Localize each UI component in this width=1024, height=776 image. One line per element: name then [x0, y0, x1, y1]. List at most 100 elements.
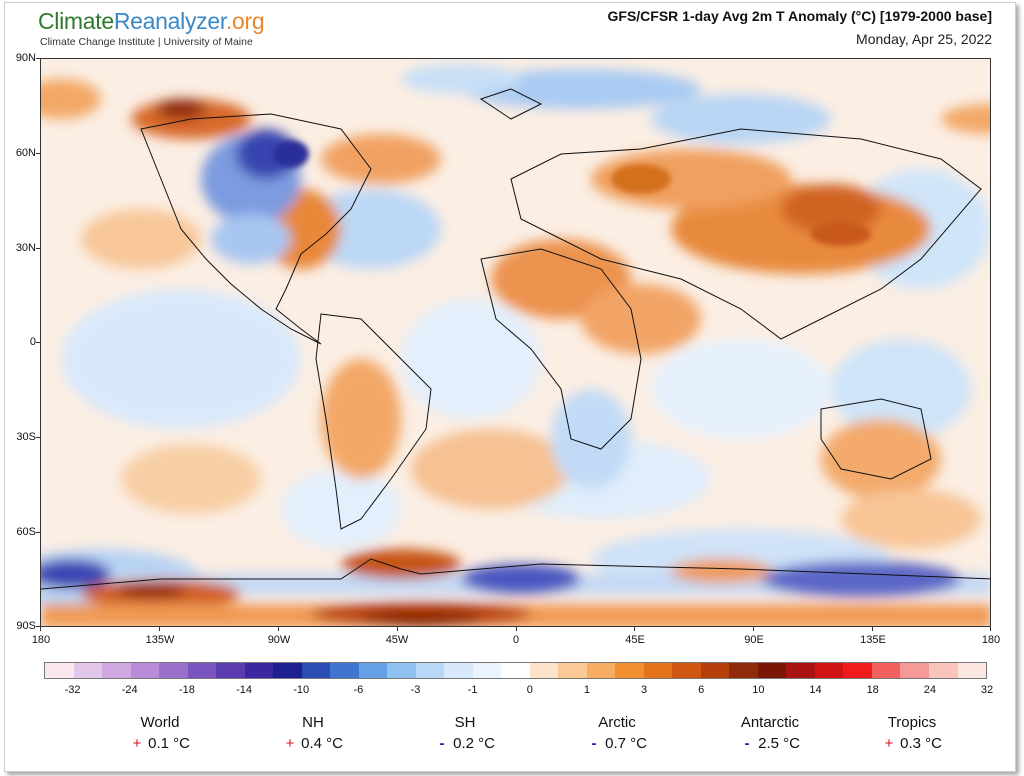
lat-tick — [36, 626, 40, 627]
colorbar-cell — [643, 663, 673, 678]
colorbar-tick-label: -6 — [353, 684, 364, 696]
colorbar-cell — [529, 663, 559, 678]
lon-tick — [634, 627, 635, 631]
colorbar-cell — [700, 663, 730, 678]
stat-arctic: Arctic - 0.7 °C — [547, 714, 687, 752]
lon-label-90w: 90W — [267, 634, 291, 646]
colorbar-cell — [358, 663, 388, 678]
lat-label-90s: 90S — [16, 620, 36, 632]
colorbar-cell — [757, 663, 787, 678]
lon-label-180e: 180 — [981, 634, 1001, 646]
anomaly-field — [41, 64, 990, 626]
colorbar-cell — [558, 663, 587, 678]
colorbar-tick-label: 14 — [809, 684, 822, 696]
lat-label-60s: 60S — [16, 526, 36, 538]
colorbar-cell — [187, 663, 217, 678]
lon-label-135e: 135E — [860, 634, 886, 646]
lat-tick — [36, 248, 40, 249]
lat-tick — [36, 437, 40, 438]
lon-label-45e: 45E — [625, 634, 645, 646]
colorbar-cell — [330, 663, 359, 678]
colorbar-tick-label: 32 — [980, 684, 994, 696]
colorbar-cell — [615, 663, 644, 678]
stat-value: 2.5 °C — [758, 735, 801, 752]
stat-tropics: Tropics + 0.3 °C — [842, 714, 982, 752]
colorbar-cell — [159, 663, 188, 678]
stat-world: World + 0.1 °C — [90, 714, 230, 752]
lon-tick — [397, 627, 398, 631]
colorbar-tick-label: -32 — [64, 684, 81, 696]
stat-value: 0.4 °C — [301, 735, 344, 752]
colorbar-tick-label: 1 — [583, 684, 590, 696]
colorbar-tick-label: 3 — [641, 684, 648, 696]
colorbar-tick-label: 18 — [866, 684, 879, 696]
colorbar-tick-label: 10 — [752, 684, 765, 696]
stat-sign: + — [132, 735, 142, 752]
colorbar-cell — [928, 663, 958, 678]
colorbar-tick-label: -14 — [236, 684, 252, 696]
logo-text-climate: Climate — [38, 8, 114, 34]
colorbar-cell — [387, 663, 416, 678]
stat-sign: - — [439, 735, 445, 752]
lat-label-0: 0 — [29, 336, 36, 348]
colorbar-tick-label: -3 — [410, 684, 421, 696]
colorbar-tick-label: 6 — [698, 684, 705, 696]
stat-sh: SH - 0.2 °C — [395, 714, 535, 752]
stat-name: NH — [302, 714, 324, 731]
lon-label-135w: 135W — [145, 634, 175, 646]
colorbar-cell — [130, 663, 160, 678]
lon-label-180w: 180 — [31, 634, 51, 646]
stat-value: 0.3 °C — [900, 735, 943, 752]
lat-tick — [36, 532, 40, 533]
colorbar-tick-label: 0 — [526, 684, 533, 696]
colorbar-cell — [444, 663, 473, 678]
colorbar-cell — [843, 663, 872, 678]
stat-sign: - — [744, 735, 750, 752]
temperature-anomaly-map — [40, 58, 991, 627]
colorbar-tick-label: -18 — [178, 684, 195, 696]
stat-name: SH — [454, 714, 476, 731]
colorbar-cell — [729, 663, 758, 678]
lon-label-90e: 90E — [744, 634, 764, 646]
colorbar-cell — [73, 663, 103, 678]
stat-sign: + — [285, 735, 295, 752]
colorbar-cell — [472, 663, 502, 678]
lat-tick — [36, 342, 40, 343]
lon-tick — [516, 627, 517, 631]
stat-name: World — [140, 714, 180, 731]
lat-tick — [36, 58, 40, 59]
colorbar-tick-label: -1 — [467, 684, 478, 696]
colorbar-cell — [244, 663, 274, 678]
lon-tick — [872, 627, 873, 631]
colorbar-legend — [44, 662, 987, 679]
colorbar-cell — [301, 663, 331, 678]
lat-label-90n: 90N — [15, 52, 36, 64]
stat-value: 0.7 °C — [605, 735, 648, 752]
colorbar-tick-label: -24 — [121, 684, 138, 696]
lat-tick — [36, 153, 40, 154]
stat-name: Tropics — [887, 714, 937, 731]
colorbar-cell — [273, 663, 302, 678]
lon-tick — [990, 627, 991, 631]
stat-antarctic: Antarctic - 2.5 °C — [700, 714, 840, 752]
stat-name: Antarctic — [740, 714, 800, 731]
lon-tick — [278, 627, 279, 631]
lon-tick — [159, 627, 160, 631]
coastlines — [41, 88, 990, 590]
stat-value: 0.2 °C — [453, 735, 496, 752]
colorbar-cell — [871, 663, 901, 678]
stat-name: Arctic — [598, 714, 636, 731]
colorbar-cell — [501, 663, 530, 678]
map-date: Monday, Apr 25, 2022 — [856, 31, 992, 47]
colorbar-cell — [45, 663, 74, 678]
colorbar-cell — [814, 663, 844, 678]
lon-label-0: 0 — [512, 634, 520, 646]
stat-value: 0.1 °C — [148, 735, 191, 752]
logo-subtitle: Climate Change Institute | University of… — [40, 36, 253, 48]
site-logo[interactable]: ClimateReanalyzer.org — [38, 8, 265, 35]
colorbar-cell — [216, 663, 245, 678]
colorbar-cell — [672, 663, 701, 678]
lat-label-60n: 60N — [15, 147, 36, 159]
regional-stats: World + 0.1 °C NH + 0.4 °C SH - 0.2 °C A… — [60, 714, 960, 764]
colorbar-cell — [586, 663, 616, 678]
